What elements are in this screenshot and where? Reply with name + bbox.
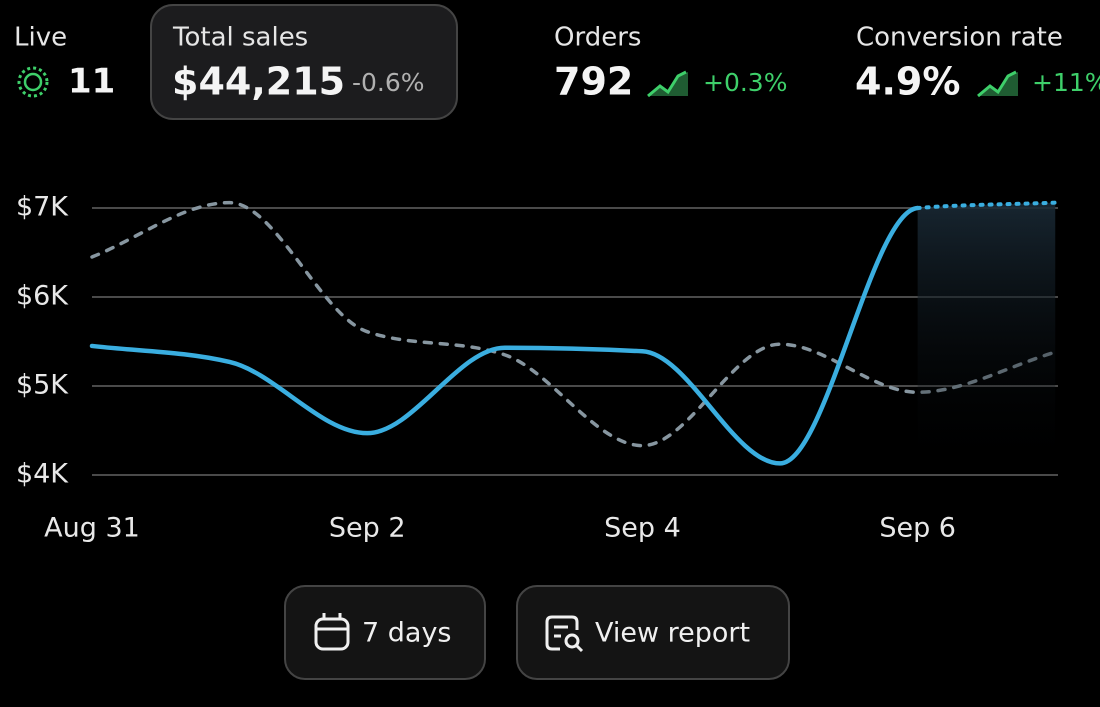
x-tick-label: Aug 31: [44, 513, 140, 544]
report-icon: [545, 615, 584, 653]
button-label: View report: [595, 618, 750, 649]
y-tick-label: $7K: [16, 192, 69, 223]
stat-change: -0.6%: [352, 68, 425, 97]
stat-label: Live: [14, 23, 67, 53]
stat-label: Total sales: [172, 23, 308, 53]
stat-change: +11%: [1032, 68, 1100, 97]
series-line: [90, 200, 1057, 448]
x-tick-label: Sep 4: [604, 513, 681, 544]
y-tick-label: $4K: [16, 459, 69, 490]
stat-change: +0.3%: [703, 68, 787, 97]
button[interactable]: [516, 585, 790, 680]
stat-value: 11: [68, 62, 115, 102]
trend-line: [647, 70, 687, 98]
stat-value: $44,215: [172, 60, 345, 104]
x-tick-label: Sep 6: [879, 513, 956, 544]
x-tick-label: Sep 2: [329, 513, 406, 544]
stat-value: 4.9%: [855, 60, 960, 104]
live-icon: [17, 66, 49, 98]
series-line: [89, 205, 920, 466]
stat-value: 792: [554, 60, 633, 104]
y-tick-label: $6K: [16, 281, 69, 312]
stat-label: Conversion rate: [856, 23, 1063, 53]
calendar-icon: [314, 613, 350, 651]
y-tick-label: $5K: [16, 370, 69, 401]
stat-label: Orders: [554, 23, 641, 53]
button[interactable]: [284, 585, 486, 680]
trend-line: [977, 70, 1017, 98]
button-label: 7 days: [362, 618, 452, 649]
stat-card[interactable]: [150, 4, 458, 120]
chart: $4K $5K $6K $7K Aug 31 Sep 2 Sep 4 Sep 6: [16, 192, 1058, 544]
projection-area: [917, 202, 1056, 475]
